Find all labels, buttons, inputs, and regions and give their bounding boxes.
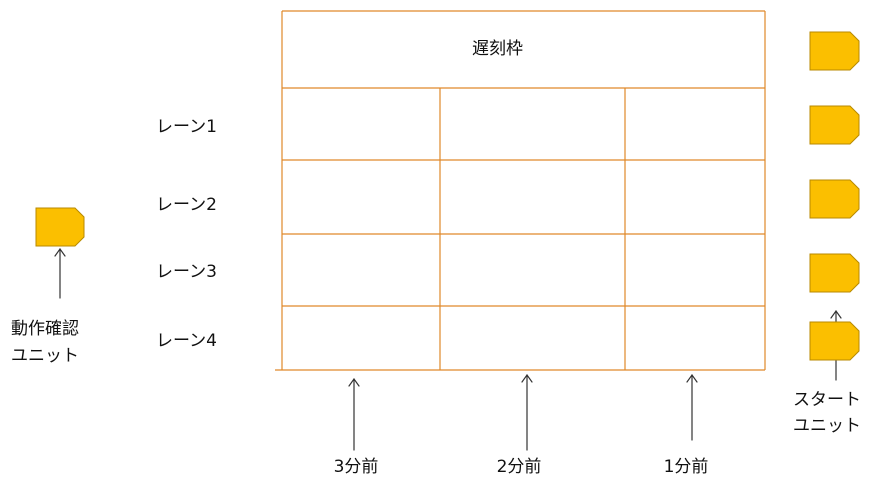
late-slot-title: 遅刻枠	[472, 39, 523, 59]
unit-tag-icon	[809, 179, 860, 219]
start-unit-label-line2: ユニット	[793, 416, 861, 436]
column-label-3: 1分前	[663, 457, 709, 477]
column-label-1: 3分前	[333, 457, 379, 477]
unit-tag-icon	[809, 253, 860, 293]
lane-label-4: レーン4	[156, 331, 217, 351]
arrow-column-1	[348, 377, 360, 451]
lane-label-2: レーン2	[156, 195, 217, 215]
check-unit-label-line1: 動作確認	[11, 319, 79, 339]
start-units	[809, 31, 860, 381]
check-unit-arrow	[54, 247, 66, 299]
check-unit-label: 動作確認 ユニット	[11, 316, 79, 370]
unit-tag-icon	[809, 31, 860, 71]
lane-grid	[275, 10, 766, 371]
arrow-column-2	[521, 373, 533, 451]
lane-label-3: レーン3	[156, 262, 217, 282]
check-unit-label-line2: ユニット	[11, 346, 79, 366]
lane-label-1: レーン1	[156, 117, 217, 137]
start-unit-label-line1: スタート	[793, 390, 861, 410]
arrow-column-3	[686, 373, 698, 441]
column-label-2: 2分前	[496, 457, 542, 477]
check-unit	[35, 207, 85, 299]
unit-tag-icon	[35, 207, 85, 247]
unit-tag-icon	[809, 105, 860, 145]
start-unit-label: スタート ユニット	[793, 387, 861, 439]
unit-tag-icon	[809, 321, 860, 361]
column-arrows	[348, 373, 698, 451]
